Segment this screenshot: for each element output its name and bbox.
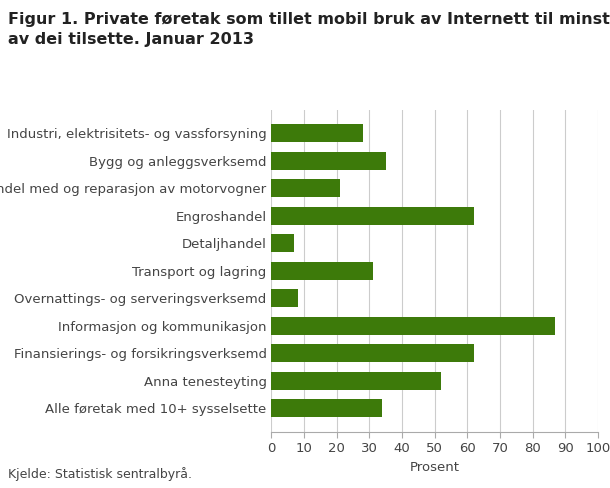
Bar <box>271 207 474 225</box>
Bar <box>271 317 555 335</box>
Bar <box>271 399 382 417</box>
Bar <box>271 372 441 390</box>
X-axis label: Prosent: Prosent <box>410 461 459 474</box>
Text: Kjelde: Statistisk sentralbyrå.: Kjelde: Statistisk sentralbyrå. <box>8 467 192 481</box>
Bar <box>271 289 298 307</box>
Bar <box>271 262 373 280</box>
Bar <box>271 234 294 252</box>
Bar <box>271 124 363 142</box>
Text: Figur 1. Private føretak som tillet mobil bruk av Internett til minst halvdelen
: Figur 1. Private føretak som tillet mobi… <box>8 12 610 47</box>
Bar <box>271 345 474 362</box>
Bar <box>271 152 386 170</box>
Bar <box>271 180 340 197</box>
